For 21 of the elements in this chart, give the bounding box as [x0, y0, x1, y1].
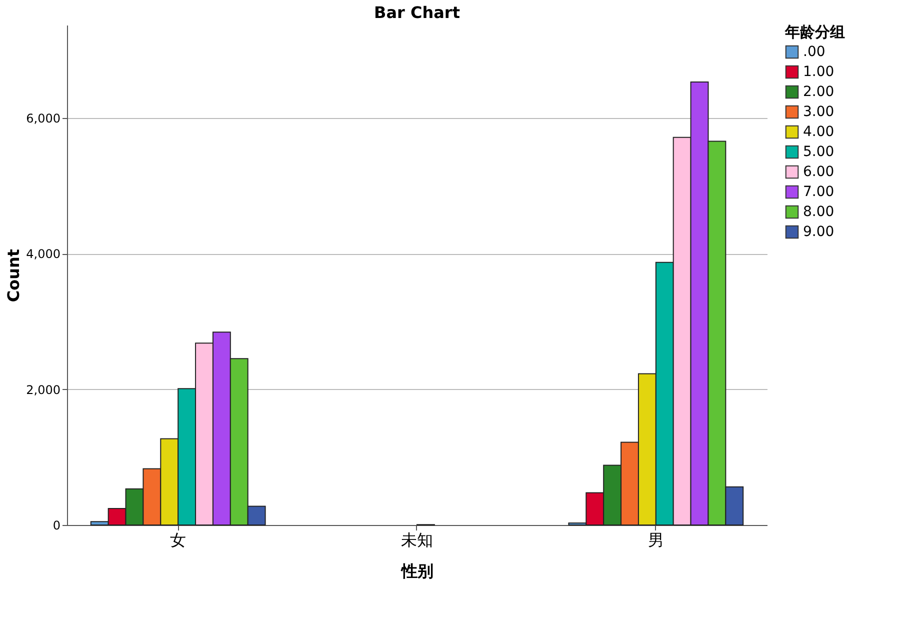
- y-axis-title: Count: [4, 248, 24, 302]
- legend-label: 4.00: [803, 124, 834, 140]
- legend-label: 9.00: [803, 224, 834, 240]
- legend-label: 5.00: [803, 144, 834, 160]
- legend-label: 6.00: [803, 164, 834, 180]
- x-axis-title: 性别: [400, 562, 434, 580]
- y-tick-label: 2,000: [26, 382, 60, 397]
- legend-title: 年龄分组: [784, 23, 845, 41]
- legend-label: .00: [803, 44, 826, 60]
- y-tick-label: 0: [52, 518, 60, 532]
- legend-label: 8.00: [803, 204, 834, 220]
- legend-label: 2.00: [803, 84, 834, 100]
- legend-label: 7.00: [803, 184, 834, 200]
- x-tick-label: 男: [648, 530, 664, 550]
- legend-label: 1.00: [803, 64, 834, 80]
- x-tick-label: 女: [170, 530, 186, 550]
- x-tick-label: 未知: [401, 530, 433, 550]
- y-tick-label: 4,000: [26, 247, 60, 262]
- chart-title: Bar Chart: [374, 3, 460, 22]
- legend-label: 3.00: [803, 104, 834, 120]
- y-tick-label: 6,000: [26, 111, 60, 126]
